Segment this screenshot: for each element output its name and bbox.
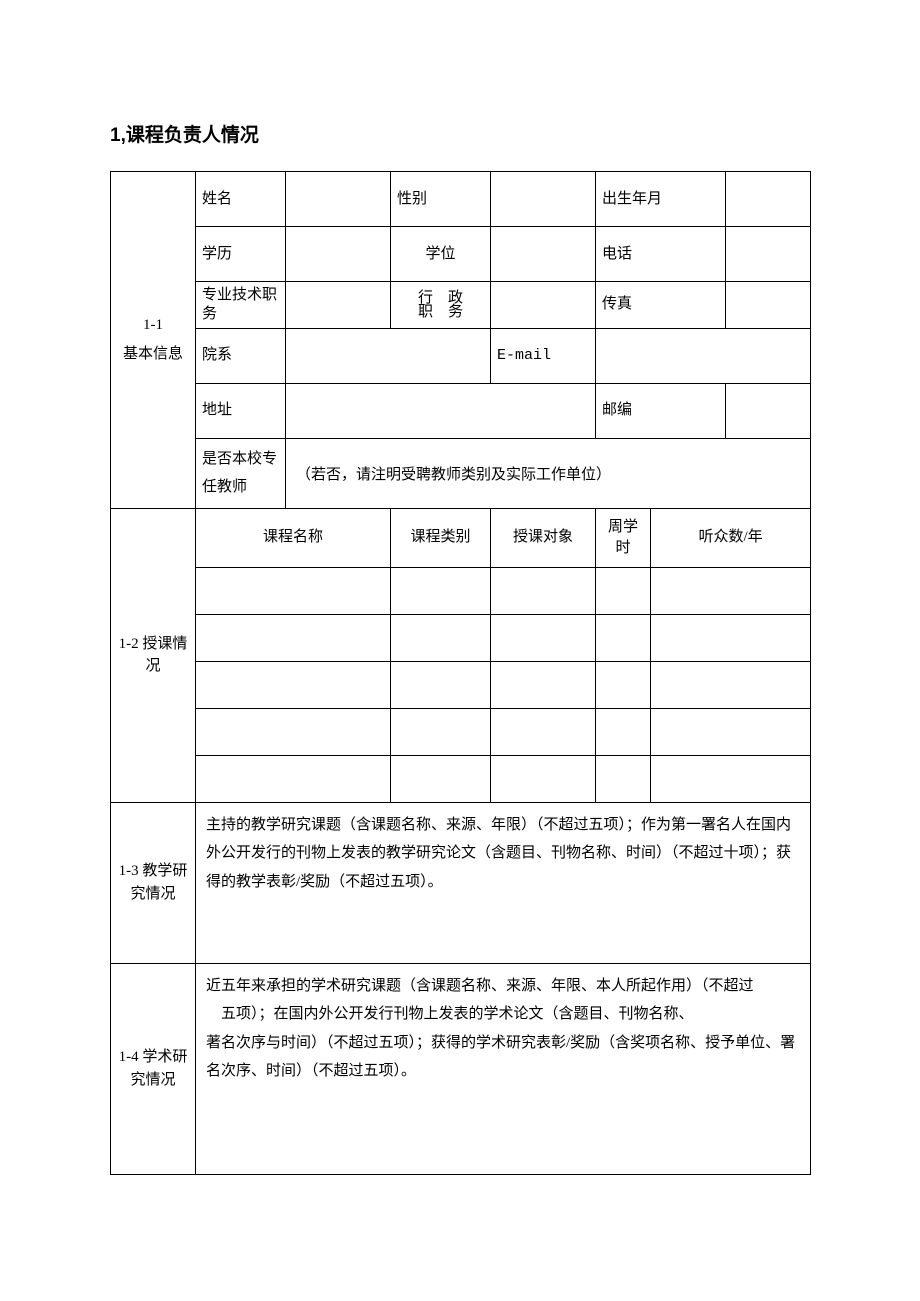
course-audience-cell[interactable] (491, 755, 596, 802)
field-dob[interactable] (726, 172, 811, 227)
course-audience-cell[interactable] (491, 708, 596, 755)
course-type-cell[interactable] (391, 661, 491, 708)
label-students-per-year: 听众数/年 (651, 508, 811, 567)
label-fax: 传真 (596, 282, 726, 329)
field-address[interactable] (286, 383, 596, 438)
course-row (111, 567, 811, 614)
label-dept: 院系 (196, 328, 286, 383)
course-hours-cell[interactable] (596, 708, 651, 755)
label-education: 学历 (196, 227, 286, 282)
label-fulltime: 是否本校专 任教师 (196, 438, 286, 508)
course-audience-cell[interactable] (491, 567, 596, 614)
field-pro-title[interactable] (286, 282, 391, 329)
label-phone: 电话 (596, 227, 726, 282)
section-1-1-name: 基本信息 (111, 343, 195, 366)
course-students-cell[interactable] (651, 755, 811, 802)
course-type-cell[interactable] (391, 614, 491, 661)
academic-research-note[interactable]: 近五年来承担的学术研究课题（含课题名称、来源、年限、本人所起作用）（不超过 五项… (196, 963, 811, 1174)
course-students-cell[interactable] (651, 567, 811, 614)
course-students-cell[interactable] (651, 614, 811, 661)
field-degree[interactable] (491, 227, 596, 282)
course-name-cell[interactable] (196, 614, 391, 661)
course-name-cell[interactable] (196, 567, 391, 614)
teaching-research-note[interactable]: 主持的教学研究课题（含课题名称、来源、年限）（不超过五项）；作为第一署名人在国内… (196, 802, 811, 963)
section-1-1-code: 1-1 (111, 314, 195, 337)
course-hours-cell[interactable] (596, 567, 651, 614)
field-phone[interactable] (726, 227, 811, 282)
course-row (111, 661, 811, 708)
label-weekly-hours: 周学时 (596, 508, 651, 567)
course-name-cell[interactable] (196, 755, 391, 802)
label-admin-duty: 行 政 职 务 (391, 282, 491, 329)
label-degree: 学位 (391, 227, 491, 282)
label-address: 地址 (196, 383, 286, 438)
course-row (111, 614, 811, 661)
field-postcode[interactable] (726, 383, 811, 438)
course-name-cell[interactable] (196, 661, 391, 708)
page: 1,课程负责人情况 1-1 基本信息 姓名 性别 出生年月 (0, 0, 920, 1235)
course-hours-cell[interactable] (596, 755, 651, 802)
label-admin-duty-2: 职 务 (391, 305, 490, 319)
course-row (111, 708, 811, 755)
label-email: E-mail (491, 328, 596, 383)
field-gender[interactable] (491, 172, 596, 227)
course-row (111, 755, 811, 802)
course-students-cell[interactable] (651, 661, 811, 708)
course-audience-cell[interactable] (491, 614, 596, 661)
label-course-type: 课程类别 (391, 508, 491, 567)
section-1-2-header: 1-2 授课情 况 (111, 508, 196, 802)
label-pro-title: 专业技术职 务 (196, 282, 286, 329)
label-course-name: 课程名称 (196, 508, 391, 567)
label-audience: 授课对象 (491, 508, 596, 567)
field-fulltime-note[interactable]: （若否，请注明受聘教师类别及实际工作单位） (286, 438, 811, 508)
field-name[interactable] (286, 172, 391, 227)
field-admin-duty[interactable] (491, 282, 596, 329)
course-hours-cell[interactable] (596, 614, 651, 661)
section-1-1-header: 1-1 基本信息 (111, 172, 196, 509)
course-type-cell[interactable] (391, 755, 491, 802)
course-type-cell[interactable] (391, 708, 491, 755)
label-name: 姓名 (196, 172, 286, 227)
field-dept[interactable] (286, 328, 491, 383)
field-email[interactable] (596, 328, 811, 383)
field-education[interactable] (286, 227, 391, 282)
page-title: 1,课程负责人情况 (110, 120, 810, 147)
course-hours-cell[interactable] (596, 661, 651, 708)
form-table: 1-1 基本信息 姓名 性别 出生年月 学历 学位 电话 专业技术职 务 行 政… (110, 171, 811, 1175)
course-name-cell[interactable] (196, 708, 391, 755)
label-gender: 性别 (391, 172, 491, 227)
section-1-4-header: 1-4 学术研 究情况 (111, 963, 196, 1174)
label-admin-duty-1: 行 政 (391, 291, 490, 305)
field-fax[interactable] (726, 282, 811, 329)
course-audience-cell[interactable] (491, 661, 596, 708)
label-dob: 出生年月 (596, 172, 726, 227)
section-1-3-header: 1-3 教学研 究情况 (111, 802, 196, 963)
course-students-cell[interactable] (651, 708, 811, 755)
label-postcode: 邮编 (596, 383, 726, 438)
course-type-cell[interactable] (391, 567, 491, 614)
